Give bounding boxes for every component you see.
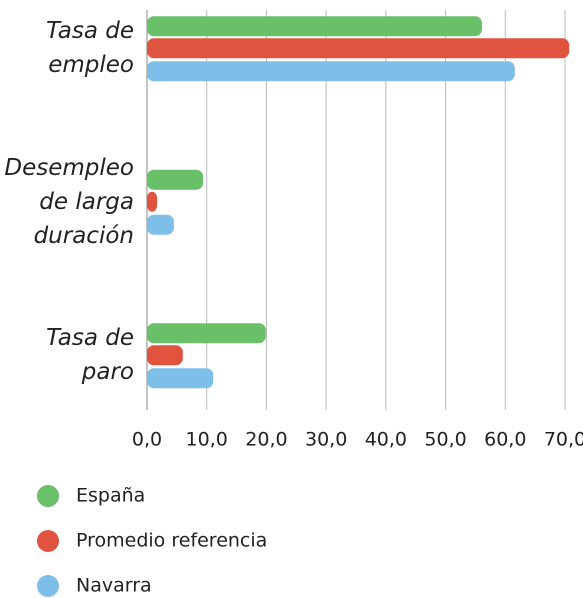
bar xyxy=(147,16,482,37)
legend-label: Promedio referencia xyxy=(76,530,267,552)
bar xyxy=(147,61,515,82)
legend-swatch xyxy=(37,530,59,552)
bar xyxy=(147,323,266,344)
bar xyxy=(147,345,183,366)
category-label: Tasa de empleo xyxy=(46,18,134,79)
x-tick-label: 50,0 xyxy=(424,429,466,451)
bar xyxy=(147,38,570,59)
legend-label: Navarra xyxy=(76,575,152,597)
x-tick-label: 20,0 xyxy=(245,429,287,451)
legend-swatch xyxy=(37,485,59,507)
category-label: Tasa de paro xyxy=(46,325,134,386)
bar xyxy=(147,368,214,389)
legend-swatch xyxy=(37,575,59,597)
legend-label: España xyxy=(76,485,145,507)
x-tick-label: 0,0 xyxy=(132,429,162,451)
bar xyxy=(147,214,174,235)
category-label: Desempleo de larga duración xyxy=(4,154,134,249)
x-tick-label: 10,0 xyxy=(186,429,228,451)
x-tick-label: 70,0 xyxy=(544,429,583,451)
x-tick-label: 30,0 xyxy=(305,429,347,451)
x-tick-label: 60,0 xyxy=(484,429,526,451)
x-tick-label: 40,0 xyxy=(365,429,407,451)
bar xyxy=(147,169,204,190)
bar xyxy=(147,191,158,212)
